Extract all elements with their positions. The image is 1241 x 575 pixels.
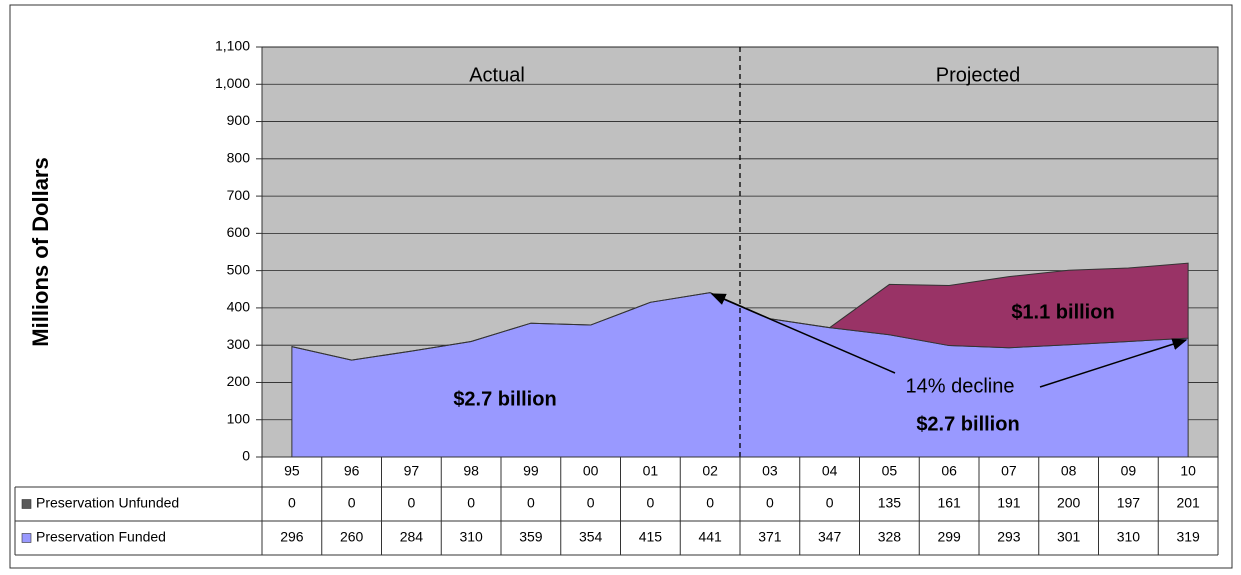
area — [291, 262, 1189, 361]
x-tick-label: 05 — [882, 463, 898, 479]
table-value: 260 — [340, 529, 364, 545]
annotation: $2.7 billion — [453, 388, 556, 410]
x-tick-label: 04 — [822, 463, 838, 479]
table-value: 191 — [997, 495, 1021, 511]
legend-label: Preservation Funded — [36, 529, 166, 545]
table-value: 310 — [1117, 529, 1141, 545]
table-value: 0 — [706, 495, 714, 511]
y-tick-label: 1,000 — [215, 75, 250, 91]
y-tick-label: 400 — [227, 299, 251, 315]
x-tick-label: 10 — [1180, 463, 1196, 479]
legend-swatch — [21, 499, 32, 509]
table-value: 0 — [766, 495, 774, 511]
x-tick-label: 08 — [1061, 463, 1077, 479]
y-tick-label: 900 — [227, 112, 251, 128]
table-value: 284 — [400, 529, 424, 545]
arrow — [710, 293, 896, 374]
legend-label: Preservation Unfunded — [36, 495, 179, 511]
table-value: 296 — [280, 529, 304, 545]
table-value: 161 — [937, 495, 961, 511]
table-value: 197 — [1117, 495, 1141, 511]
table-value: 347 — [818, 529, 842, 545]
table-value: 301 — [1057, 529, 1081, 545]
table-value: 319 — [1176, 529, 1200, 545]
table-value: 328 — [878, 529, 902, 545]
y-axis-label: Millions of Dollars — [28, 157, 53, 346]
x-tick-label: 97 — [404, 463, 420, 479]
y-tick-label: 200 — [227, 373, 251, 389]
table-value: 299 — [937, 529, 961, 545]
table-value: 0 — [348, 495, 356, 511]
table-value: 415 — [639, 529, 663, 545]
x-tick-label: 02 — [702, 463, 718, 479]
annotation: Actual — [469, 64, 525, 86]
table-value: 0 — [527, 495, 535, 511]
x-tick-label: 98 — [463, 463, 479, 479]
y-tick-label: 700 — [227, 187, 251, 203]
table-value: 371 — [758, 529, 782, 545]
x-tick-label: 07 — [1001, 463, 1017, 479]
x-tick-label: 00 — [583, 463, 599, 479]
table-value: 0 — [407, 495, 415, 511]
x-tick-label: 95 — [284, 463, 300, 479]
table-value: 293 — [997, 529, 1021, 545]
table-value: 359 — [519, 529, 543, 545]
table-value: 0 — [826, 495, 834, 511]
table-value: 135 — [878, 495, 902, 511]
y-tick-label: 1,100 — [215, 38, 250, 54]
legend-swatch — [21, 533, 32, 543]
table-value: 0 — [288, 495, 296, 511]
y-tick-label: 800 — [227, 150, 251, 166]
arrow — [1039, 338, 1188, 388]
y-tick-label: 600 — [227, 224, 251, 240]
annotation: Projected — [936, 64, 1021, 86]
x-tick-label: 96 — [344, 463, 360, 479]
annotation: 14% decline — [906, 375, 1015, 397]
table-value: 0 — [646, 495, 654, 511]
table-value: 310 — [459, 529, 483, 545]
x-tick-label: 09 — [1121, 463, 1137, 479]
y-tick-label: 500 — [227, 261, 251, 277]
table-value: 200 — [1057, 495, 1081, 511]
x-tick-label: 01 — [643, 463, 659, 479]
table-value: 441 — [698, 529, 722, 545]
x-tick-label: 03 — [762, 463, 778, 479]
y-tick-label: 0 — [242, 448, 250, 464]
table-value: 201 — [1176, 495, 1200, 511]
table-value: 0 — [587, 495, 595, 511]
table-value: 354 — [579, 529, 603, 545]
y-tick-label: 300 — [227, 336, 251, 352]
x-tick-label: 99 — [523, 463, 539, 479]
annotation: $2.7 billion — [916, 413, 1019, 435]
x-tick-label: 06 — [941, 463, 957, 479]
table-value: 0 — [467, 495, 475, 511]
annotation: $1.1 billion — [1011, 301, 1114, 323]
y-tick-label: 100 — [227, 410, 251, 426]
